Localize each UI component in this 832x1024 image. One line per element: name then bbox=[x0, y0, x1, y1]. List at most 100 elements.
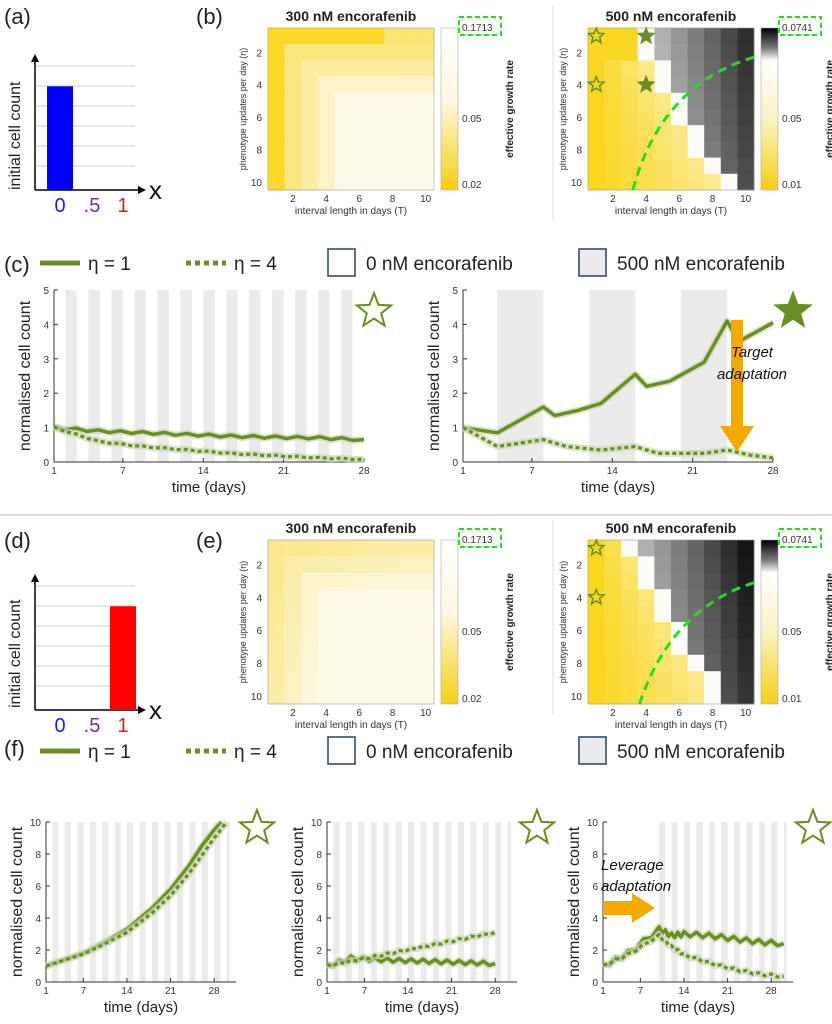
heatmap-cell bbox=[317, 589, 335, 606]
heatmap-cell bbox=[588, 173, 605, 191]
heatmap-cell bbox=[704, 141, 722, 158]
heatmap-cell bbox=[671, 125, 688, 142]
heatmap-cell bbox=[737, 671, 755, 688]
colorbar bbox=[440, 539, 459, 705]
heatmap-cell bbox=[654, 638, 672, 656]
heatmap-cell bbox=[268, 540, 285, 557]
x-axis-label: time (days) bbox=[172, 479, 246, 496]
heatmap-cell bbox=[317, 622, 335, 639]
target-arrow-shaft bbox=[731, 320, 743, 428]
heatmap-cell bbox=[284, 556, 302, 574]
heatmap-xlabel: interval length in days (T) bbox=[295, 720, 407, 731]
legend-c-0nM-swatch bbox=[327, 248, 356, 277]
heatmap-cell bbox=[268, 638, 285, 656]
heatmap-cell bbox=[317, 638, 335, 656]
heatmap-cell bbox=[268, 141, 285, 158]
heatmap-cell bbox=[351, 60, 368, 77]
heatmap-cell bbox=[671, 28, 688, 45]
heatmap-cell bbox=[621, 622, 639, 639]
drug-interval-shade bbox=[102, 822, 109, 982]
filled-star-icon bbox=[636, 74, 656, 93]
outline-star-icon bbox=[586, 587, 606, 606]
heatmap-cell bbox=[687, 157, 705, 175]
heatmap-cell bbox=[268, 60, 285, 77]
target-arrow-head bbox=[720, 426, 754, 452]
drug-interval-shade bbox=[432, 822, 440, 982]
drug-interval-shade bbox=[470, 822, 477, 982]
heatmap-xlabel: interval length in days (T) bbox=[295, 206, 407, 217]
heatmap-cell bbox=[301, 173, 319, 191]
heatmap-cell bbox=[417, 157, 435, 175]
heatmap-ylabel: phenotype updates per day (η) bbox=[558, 561, 568, 684]
heatmap-cell bbox=[671, 605, 688, 623]
adaptation-boundary bbox=[631, 55, 755, 191]
series-eta1-line bbox=[462, 319, 774, 435]
heatmap-ylabel: phenotype updates per day (η) bbox=[238, 48, 248, 171]
adaptation-boundary bbox=[638, 581, 755, 705]
heatmap-cell bbox=[654, 589, 672, 606]
heatmap-cell bbox=[284, 671, 302, 688]
outline-star-icon bbox=[586, 26, 606, 45]
heatmap-cell bbox=[417, 92, 435, 110]
bar-a-tick-05: .5 bbox=[84, 195, 101, 217]
heatmap-cell bbox=[654, 157, 672, 175]
heatmap-cell bbox=[687, 622, 705, 639]
heatmap-cell bbox=[284, 92, 302, 110]
heatmap-cell bbox=[671, 109, 688, 126]
x-tick-label: 7 bbox=[638, 986, 644, 997]
drug-interval-shade bbox=[226, 822, 230, 982]
heatmap-cell bbox=[654, 173, 672, 191]
heatmap-cell bbox=[654, 44, 672, 61]
drug-interval-shade bbox=[65, 290, 77, 462]
heatmap-cell bbox=[720, 589, 738, 606]
heatmap-cell bbox=[687, 589, 705, 606]
heatmap-cell bbox=[637, 109, 655, 126]
heatmap-cell bbox=[588, 605, 605, 623]
legend-f-0nM: 0 nM encorafenib bbox=[366, 742, 513, 763]
heatmap-cell bbox=[384, 687, 402, 705]
legend-c-eta4: η = 4 bbox=[234, 254, 277, 275]
panel-label-c: (c) bbox=[4, 252, 30, 277]
heatmap-cell bbox=[367, 125, 385, 142]
heatmap-cell bbox=[604, 556, 622, 574]
heatmap-xtick: 6 bbox=[357, 194, 363, 205]
heatmap-cell bbox=[317, 556, 335, 574]
colorbar-min: 0.01 bbox=[782, 180, 802, 191]
heatmap-cell bbox=[621, 28, 639, 45]
heatmap-cell bbox=[384, 589, 402, 606]
heatmap-cell bbox=[351, 92, 368, 110]
drug-interval-shade bbox=[272, 290, 284, 462]
drug-interval-shade bbox=[445, 822, 452, 982]
heatmap-ylabel: phenotype updates per day (η) bbox=[238, 561, 248, 684]
drug-interval-shade bbox=[126, 822, 134, 982]
heatmap-cell bbox=[654, 556, 672, 574]
heatmap-ytick: 10 bbox=[571, 692, 583, 703]
heatmap-cell bbox=[334, 540, 352, 557]
heatmap-cell bbox=[687, 44, 705, 61]
x-tick-label: 21 bbox=[722, 986, 734, 997]
series-eta4-line bbox=[326, 930, 496, 968]
drug-interval-shade bbox=[214, 822, 221, 982]
drug-interval-shade bbox=[671, 822, 678, 982]
heatmap-cell bbox=[317, 60, 335, 77]
drug-interval-shade bbox=[333, 822, 340, 982]
heatmap-cell bbox=[384, 671, 402, 688]
leverage-arrow-shaft bbox=[603, 901, 633, 915]
heatmap-cell bbox=[654, 109, 672, 126]
drug-interval-shade bbox=[370, 822, 377, 982]
heatmap-cell bbox=[367, 687, 385, 705]
heatmap-cell bbox=[704, 173, 722, 191]
x-axis-label: time (days) bbox=[104, 999, 178, 1016]
heatmap-xtick: 10 bbox=[740, 708, 752, 719]
heatmap-cell bbox=[317, 125, 335, 142]
heatmap-title: 500 nM encorafenib bbox=[606, 8, 737, 24]
heatmap-cell bbox=[268, 44, 285, 61]
heatmap-cell bbox=[637, 622, 655, 639]
heatmap-cell bbox=[687, 173, 705, 191]
heatmap-cell bbox=[637, 654, 655, 672]
heatmap-cell bbox=[284, 638, 302, 656]
x-tick-label: 28 bbox=[490, 986, 502, 997]
heatmap-cell bbox=[671, 141, 688, 158]
heatmap-cell bbox=[317, 44, 335, 61]
heatmap-cell bbox=[704, 540, 722, 557]
